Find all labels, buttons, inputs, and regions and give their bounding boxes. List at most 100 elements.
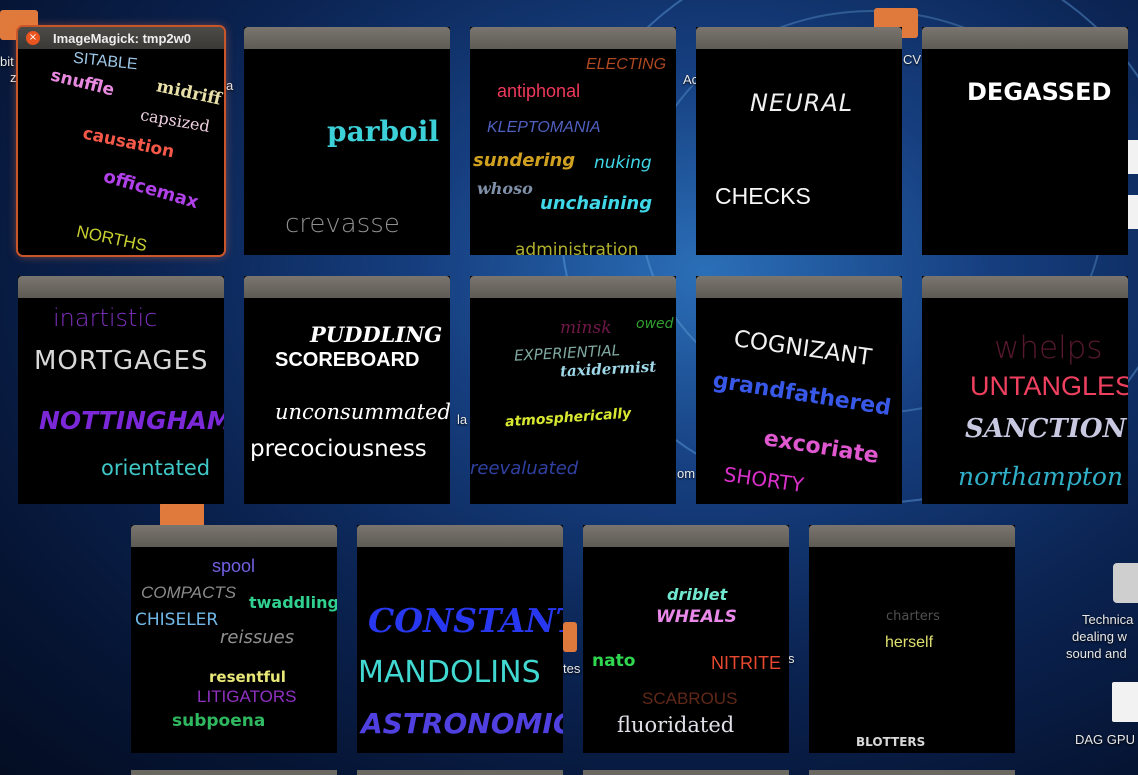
word: midriff <box>154 76 224 110</box>
word: orientated <box>101 456 211 480</box>
word: reissues <box>220 627 295 648</box>
window-titlebar-partial[interactable] <box>357 770 563 775</box>
window-titlebar[interactable] <box>18 276 224 298</box>
desktop-label-fragment: tes <box>563 661 581 676</box>
word: nato <box>592 651 636 671</box>
word: LITIGATORS <box>197 687 297 706</box>
clock-icon[interactable] <box>1113 563 1138 603</box>
imagemagick-window[interactable]: DEGASSED <box>922 27 1128 255</box>
window-titlebar[interactable] <box>357 525 563 547</box>
word: BLOTTERS <box>856 735 926 749</box>
word: charters <box>886 609 940 624</box>
word-canvas: DEGASSED <box>922 49 1128 255</box>
imagemagick-window[interactable]: driblet WHEALS nato NITRITE SCABROUS flu… <box>583 525 789 753</box>
window-titlebar-partial[interactable] <box>131 770 337 775</box>
word-canvas: SITABLE snuffle midriff capsized causati… <box>18 49 224 255</box>
document-icon[interactable] <box>1126 195 1138 229</box>
word: taxidermist <box>559 357 657 381</box>
word: owed <box>636 316 674 332</box>
window-titlebar[interactable]: × ImageMagick: tmp2w0 <box>18 27 224 49</box>
imagemagick-window[interactable]: whelps UNTANGLES SANCTION northampton <box>922 276 1128 504</box>
desktop-label-fragment: CV <box>903 52 922 67</box>
word: MANDOLINS <box>358 655 541 690</box>
imagemagick-window[interactable]: PUDDLING SCOREBOARD unconsummated precoc… <box>244 276 450 504</box>
word: whelps <box>994 330 1103 366</box>
document-icon[interactable] <box>1112 682 1138 722</box>
word: precociousness <box>250 436 427 462</box>
word: spool <box>212 556 256 576</box>
word: CHECKS <box>715 183 811 209</box>
document-icon[interactable] <box>1126 140 1138 174</box>
word: herself <box>885 634 934 651</box>
word: excoriate <box>762 426 881 469</box>
word: atmospherically <box>504 405 632 431</box>
imagemagick-window[interactable]: minsk owed EXPERIENTIAL taxidermist atmo… <box>470 276 676 504</box>
word-canvas: CONSTANT MANDOLINS ASTRONOMIC <box>357 547 563 753</box>
desktop-label-fragment: la <box>457 412 468 427</box>
word: fluoridated <box>617 713 735 737</box>
imagemagick-window[interactable]: × ImageMagick: tmp2w0 SITABLE snuffle mi… <box>18 27 224 255</box>
word: ELECTING <box>586 56 667 73</box>
desktop-icon-label-sound: sound and <box>1066 646 1127 661</box>
close-icon[interactable]: × <box>26 31 40 45</box>
window-titlebar[interactable] <box>244 27 450 49</box>
folder-icon[interactable] <box>563 622 577 652</box>
word: parboil <box>327 115 439 148</box>
window-titlebar[interactable] <box>922 27 1128 49</box>
window-titlebar-partial[interactable] <box>583 770 789 775</box>
window-titlebar[interactable] <box>244 276 450 298</box>
word: SANCTION <box>965 414 1127 444</box>
word: unchaining <box>540 193 653 214</box>
word-canvas: inartistic MORTGAGES NOTTINGHAM orientat… <box>18 298 224 504</box>
word: causation <box>80 123 177 163</box>
desktop-label-fragment: om <box>677 466 696 481</box>
word: ASTRONOMIC <box>361 707 563 740</box>
word: minsk <box>560 318 612 338</box>
word: northampton <box>958 462 1124 491</box>
imagemagick-window[interactable]: ELECTING antiphonal KLEPTOMANIA sunderin… <box>470 27 676 255</box>
desktop-label-fragment: Ac <box>683 72 699 87</box>
word: unconsummated <box>275 400 450 424</box>
word: whoso <box>477 179 533 198</box>
imagemagick-window[interactable]: COGNIZANT grandfathered excoriate SHORTY <box>696 276 902 504</box>
word: MORTGAGES <box>34 346 209 376</box>
imagemagick-window[interactable]: spool COMPACTS twaddling CHISELER reissu… <box>131 525 337 753</box>
desktop-icon-label-technical: Technica <box>1082 612 1134 627</box>
word: NITRITE <box>711 653 781 673</box>
word-canvas: PUDDLING SCOREBOARD unconsummated precoc… <box>244 298 450 504</box>
window-titlebar[interactable] <box>809 525 1015 547</box>
word: sundering <box>473 150 576 171</box>
window-titlebar[interactable] <box>131 525 337 547</box>
word: nuking <box>594 153 652 173</box>
word: UNTANGLES <box>970 371 1128 401</box>
word: SCOREBOARD <box>275 349 420 371</box>
word: PUDDLING <box>310 322 443 347</box>
desktop-icon-label-dealing: dealing w <box>1072 629 1127 644</box>
desktop-label-fragment: z <box>10 70 17 85</box>
window-titlebar-partial[interactable] <box>809 770 1015 775</box>
window-titlebar[interactable] <box>470 276 676 298</box>
word-canvas: ELECTING antiphonal KLEPTOMANIA sunderin… <box>470 49 676 255</box>
word: CHISELER <box>135 610 219 630</box>
imagemagick-window[interactable]: parboil crevasse <box>244 27 450 255</box>
window-titlebar[interactable] <box>470 27 676 49</box>
word: DEGASSED <box>967 78 1112 106</box>
imagemagick-window[interactable]: charters herself BLOTTERS <box>809 525 1015 753</box>
imagemagick-window[interactable]: inartistic MORTGAGES NOTTINGHAM orientat… <box>18 276 224 504</box>
imagemagick-window[interactable]: NEURAL CHECKS <box>696 27 902 255</box>
desktop-icon-label-dag: DAG GPU <box>1075 732 1135 747</box>
word-canvas: whelps UNTANGLES SANCTION northampton <box>922 298 1128 504</box>
desktop-label-fragment: bit <box>0 54 14 69</box>
word-canvas: NEURAL CHECKS <box>696 49 902 255</box>
window-titlebar[interactable] <box>696 27 902 49</box>
window-titlebar[interactable] <box>583 525 789 547</box>
window-titlebar[interactable] <box>696 276 902 298</box>
word: COGNIZANT <box>732 326 874 372</box>
word-canvas: charters herself BLOTTERS <box>809 547 1015 753</box>
imagemagick-window[interactable]: CONSTANT MANDOLINS ASTRONOMIC <box>357 525 563 753</box>
word: twaddling <box>249 593 337 612</box>
word: officemax <box>101 165 201 214</box>
word: capsized <box>138 105 212 136</box>
word-canvas: spool COMPACTS twaddling CHISELER reissu… <box>131 547 337 753</box>
window-titlebar[interactable] <box>922 276 1128 298</box>
